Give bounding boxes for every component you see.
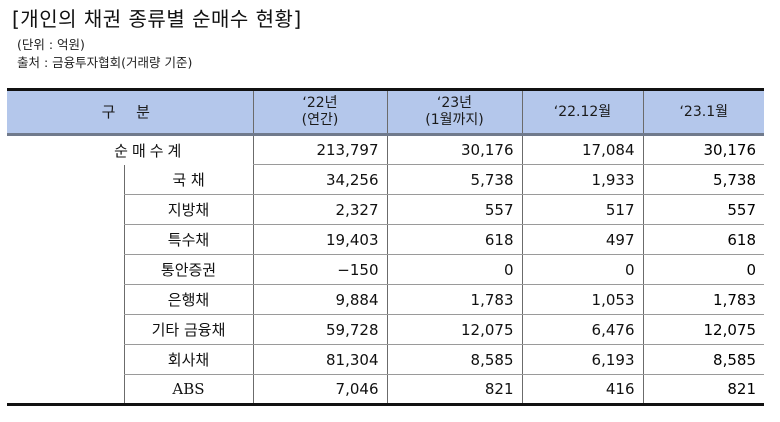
cell-value: 7,046 bbox=[252, 374, 387, 406]
cell-value: 557 bbox=[642, 194, 764, 225]
table-row: 통안증권 −150 0 0 0 bbox=[7, 254, 764, 285]
cell-value: 81,304 bbox=[252, 344, 387, 375]
cell-value: 416 bbox=[521, 374, 643, 406]
cell-value: 12,075 bbox=[386, 314, 522, 345]
header-2023-line2: (1월까지) bbox=[425, 112, 484, 128]
cell-value: 19,403 bbox=[252, 224, 387, 255]
table-row: ABS 7,046 821 416 821 bbox=[7, 374, 764, 406]
cell-value: 0 bbox=[642, 254, 764, 285]
header-2023-ytd: ‘23년 (1월까지) bbox=[386, 88, 522, 136]
indent-cell bbox=[7, 345, 124, 375]
cell-value: 213,797 bbox=[252, 134, 387, 165]
row-label: 통안증권 bbox=[123, 254, 253, 285]
table-row: 지방채 2,327 557 517 557 bbox=[7, 194, 764, 225]
bond-net-purchase-table: 구 분 ‘22년 (연간) ‘23년 (1월까지) ‘22.12월 ‘23.1월… bbox=[7, 88, 764, 406]
table-row: 특수채 19,403 618 497 618 bbox=[7, 224, 764, 255]
cell-value: 0 bbox=[521, 254, 643, 285]
row-label: 국 채 bbox=[123, 164, 253, 195]
cell-value: 1,783 bbox=[642, 284, 764, 315]
header-2023-jan: ‘23.1월 bbox=[642, 88, 764, 136]
cell-value: 618 bbox=[386, 224, 522, 255]
row-label: 회사채 bbox=[123, 344, 253, 375]
cell-value: 2,327 bbox=[252, 194, 387, 225]
cell-value: 1,933 bbox=[521, 164, 643, 195]
header-2022-dec: ‘22.12월 bbox=[521, 88, 643, 136]
cell-value: 5,738 bbox=[642, 164, 764, 195]
cell-value: 1,053 bbox=[521, 284, 643, 315]
cell-value: 12,075 bbox=[642, 314, 764, 345]
total-row: 순매수계 213,797 30,176 17,084 30,176 bbox=[7, 134, 764, 165]
cell-value: 17,084 bbox=[521, 134, 643, 165]
header-2022-line2: (연간) bbox=[301, 112, 339, 128]
header-2022-annual: ‘22년 (연간) bbox=[252, 88, 387, 136]
cell-value: 30,176 bbox=[386, 134, 522, 165]
cell-value: 59,728 bbox=[252, 314, 387, 345]
indent-cell bbox=[7, 225, 124, 255]
row-label: 지방채 bbox=[123, 194, 253, 225]
cell-value: 497 bbox=[521, 224, 643, 255]
indent-cell bbox=[7, 315, 124, 345]
source-note: 출처 : 금융투자협회(거래량 기준) bbox=[17, 55, 193, 70]
cell-value: 5,738 bbox=[386, 164, 522, 195]
cell-value: 6,476 bbox=[521, 314, 643, 345]
row-label: 순매수계 bbox=[114, 141, 186, 160]
cell-value: 618 bbox=[642, 224, 764, 255]
header-category: 구 분 bbox=[7, 88, 253, 136]
cell-value: 8,585 bbox=[642, 344, 764, 375]
indent-cell bbox=[7, 195, 124, 225]
cell-value: 821 bbox=[386, 374, 522, 406]
row-label: 특수채 bbox=[123, 224, 253, 255]
indent-cell bbox=[7, 285, 124, 315]
cell-value: 34,256 bbox=[252, 164, 387, 195]
cell-value: 517 bbox=[521, 194, 643, 225]
header-2022-line1: ‘22년 bbox=[302, 95, 338, 111]
page-title: [개인의 채권 종류별 순매수 현황] bbox=[12, 7, 302, 31]
table-row: 국 채 34,256 5,738 1,933 5,738 bbox=[7, 164, 764, 195]
unit-note: (단위 : 억원) bbox=[17, 37, 85, 52]
cell-value: 821 bbox=[642, 374, 764, 406]
row-label: 기타 금융채 bbox=[123, 314, 253, 345]
cell-value: 1,783 bbox=[386, 284, 522, 315]
indent-cell bbox=[7, 255, 124, 285]
cell-value: −150 bbox=[252, 254, 387, 285]
table-row: 기타 금융채 59,728 12,075 6,476 12,075 bbox=[7, 314, 764, 345]
indent-cell bbox=[7, 165, 124, 195]
row-label: ABS bbox=[123, 374, 253, 406]
cell-value: 6,193 bbox=[521, 344, 643, 375]
cell-value: 9,884 bbox=[252, 284, 387, 315]
indent-cell bbox=[7, 374, 124, 406]
table-row: 회사채 81,304 8,585 6,193 8,585 bbox=[7, 344, 764, 375]
header-2023-line1: ‘23년 bbox=[436, 95, 473, 111]
header-row: 구 분 ‘22년 (연간) ‘23년 (1월까지) ‘22.12월 ‘23.1월 bbox=[7, 88, 764, 136]
cell-value: 557 bbox=[386, 194, 522, 225]
cell-value: 30,176 bbox=[642, 134, 764, 165]
cell-value: 8,585 bbox=[386, 344, 522, 375]
row-label: 은행채 bbox=[123, 284, 253, 315]
cell-value: 0 bbox=[386, 254, 522, 285]
table-row: 은행채 9,884 1,783 1,053 1,783 bbox=[7, 284, 764, 315]
